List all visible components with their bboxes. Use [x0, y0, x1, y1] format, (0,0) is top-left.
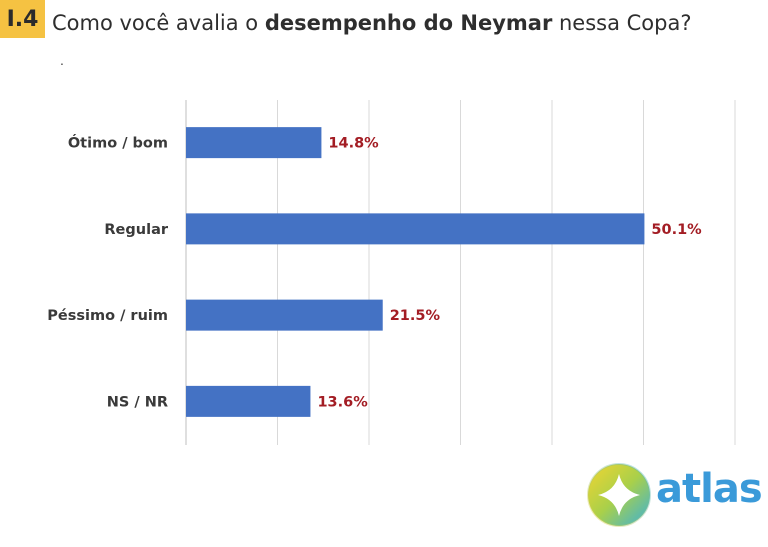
note-dot: . — [60, 52, 64, 68]
labels: Ótimo / bom 14.8% Regular 50.1% Péssimo / ru… — [47, 134, 702, 411]
chart-title: Como você avalia o desempenho do Neymar … — [52, 11, 692, 35]
category-label: Regular — [104, 222, 168, 238]
bar — [186, 127, 322, 159]
value-label: 21.5% — [390, 308, 441, 324]
value-label: 50.1% — [651, 222, 702, 238]
atlas-logo: atlas — [586, 462, 763, 530]
bar — [186, 385, 311, 417]
category-label: Péssimo / ruim — [47, 308, 168, 324]
category-label: Ótimo / bom — [68, 134, 168, 152]
bar — [186, 213, 645, 245]
category-label: NS / NR — [107, 394, 168, 410]
value-label: 13.6% — [317, 394, 368, 410]
atlas-logo-text: atlas — [656, 466, 763, 512]
bar — [186, 299, 383, 331]
value-label: 14.8% — [328, 136, 379, 152]
question-badge: I.4 — [0, 0, 45, 38]
bars — [186, 127, 645, 417]
atlas-logo-icon — [587, 463, 651, 527]
